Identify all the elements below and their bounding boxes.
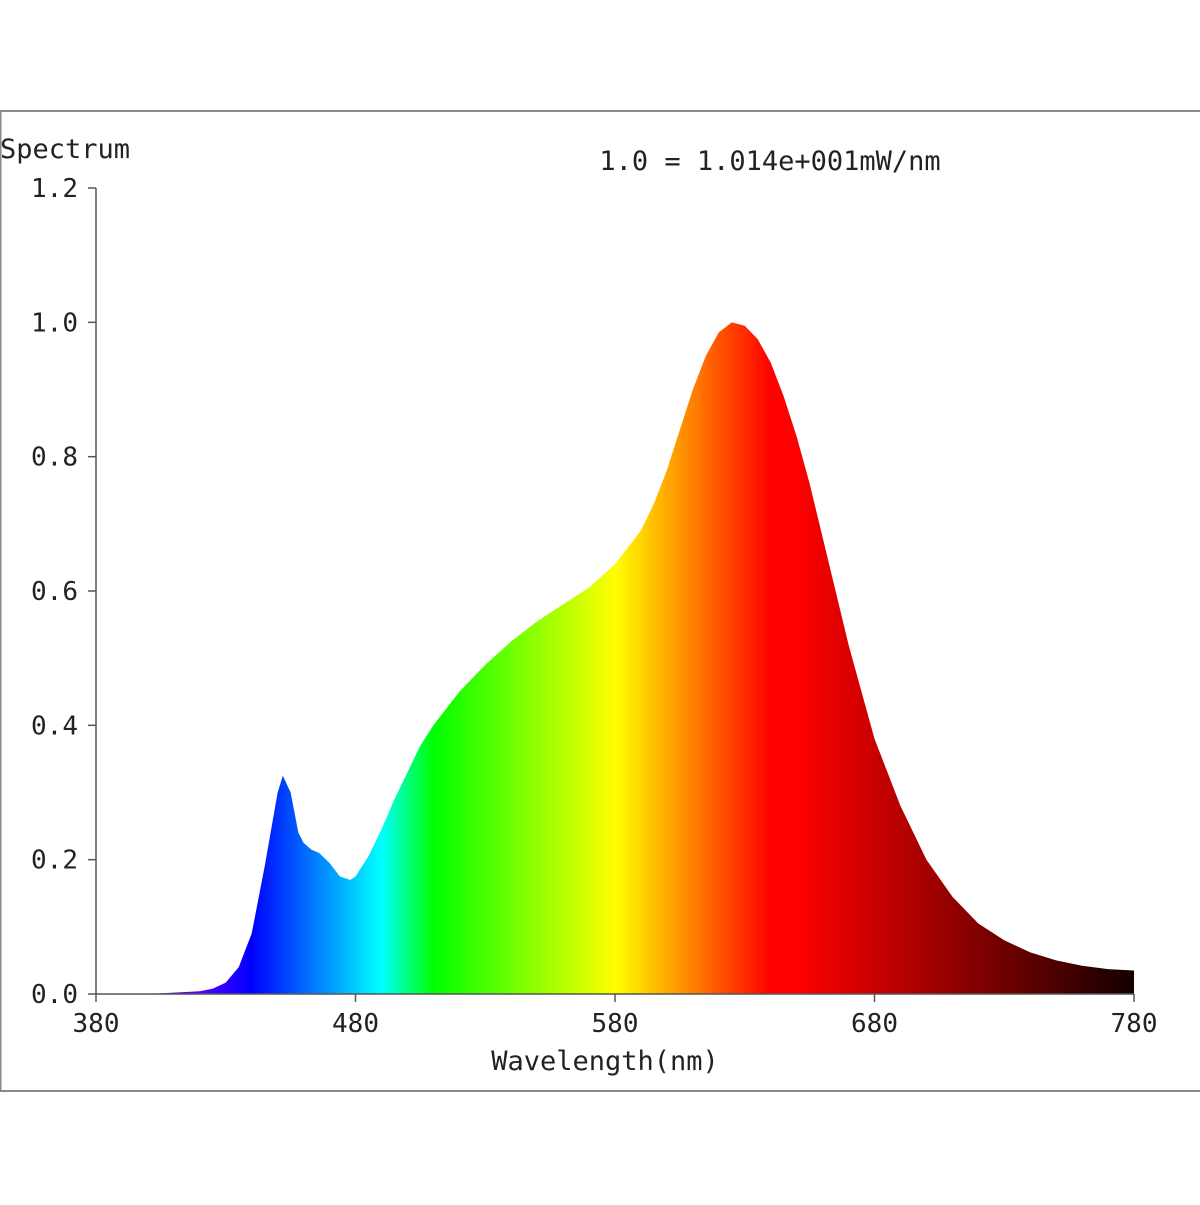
y-tick-label: 0.6 <box>31 577 78 607</box>
y-tick-label: 0.0 <box>31 980 78 1010</box>
x-ticks: 380 480 580 680 780 <box>73 994 1158 1039</box>
x-tick-label: 680 <box>851 1009 898 1039</box>
y-tick-label: 1.0 <box>31 308 78 338</box>
scale-annotation: 1.0 = 1.014e+001mW/nm <box>599 146 940 177</box>
y-tick-label: 0.2 <box>31 846 78 876</box>
x-axis-title: Wavelength(nm) <box>491 1046 719 1077</box>
y-ticks: 0.0 0.2 0.4 0.6 0.8 1.0 1.2 <box>31 174 96 1010</box>
y-tick-label: 0.8 <box>31 443 78 473</box>
y-tick-label: 0.4 <box>31 711 78 741</box>
y-tick-label: 1.2 <box>31 174 78 204</box>
spectrum-area-layer <box>96 322 1134 994</box>
x-tick-label: 380 <box>73 1009 120 1039</box>
x-tick-label: 480 <box>332 1009 379 1039</box>
y-axis-title: Spectrum <box>0 134 130 165</box>
x-tick-label: 780 <box>1111 1009 1158 1039</box>
x-tick-label: 580 <box>592 1009 639 1039</box>
spectrum-area <box>96 322 1134 994</box>
